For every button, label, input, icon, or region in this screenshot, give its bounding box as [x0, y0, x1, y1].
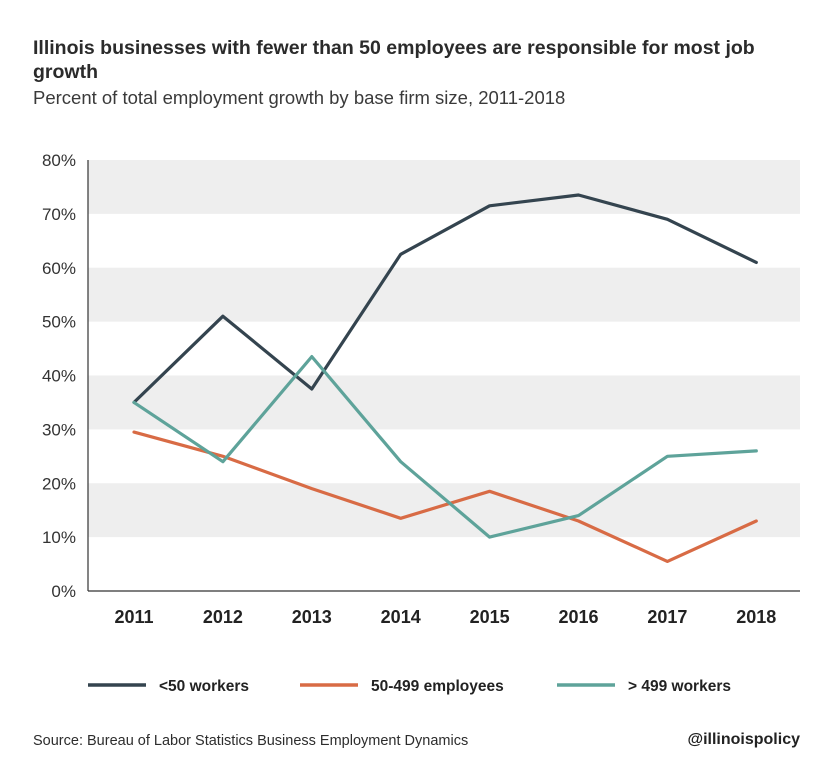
axes	[87, 160, 800, 592]
series-line-3	[132, 355, 758, 539]
source-note: Source: Bureau of Labor Statistics Busin…	[33, 733, 469, 749]
x-tick-label: 2014	[381, 607, 421, 627]
y-tick-label: 0%	[51, 582, 76, 601]
x-tick-label: 2015	[470, 607, 510, 627]
chart-title: Illinois businesses with fewer than 50 e…	[33, 37, 755, 83]
legend-label: > 499 workers	[628, 678, 731, 695]
x-tick-label: 2013	[292, 607, 332, 627]
y-tick-label: 60%	[42, 259, 76, 278]
legend-label: 50-499 employees	[371, 678, 504, 695]
grid-band	[88, 160, 800, 214]
grid-band	[88, 375, 800, 430]
x-tick-label: 2016	[558, 607, 598, 627]
x-tick-label: 2018	[736, 607, 776, 627]
y-tick-label: 70%	[42, 205, 76, 224]
x-tick-label: 2011	[114, 607, 153, 627]
series-line-2	[132, 430, 758, 564]
series-lines	[132, 193, 758, 564]
x-tick-label: 2012	[203, 607, 243, 627]
y-tick-label: 10%	[42, 528, 76, 547]
y-tick-labels: 0% 10% 20% 30% 40% 50% 60% 70% 80%	[42, 151, 76, 601]
x-tick-labels: 2011 2012 2013 2014 2015 2016 2017 2018	[114, 607, 776, 627]
y-tick-label: 40%	[42, 367, 76, 386]
y-tick-label: 30%	[42, 420, 76, 439]
grid-bands	[88, 160, 800, 538]
chart-subtitle: Percent of total employment growth by ba…	[33, 87, 566, 108]
y-tick-label: 20%	[42, 474, 76, 493]
y-tick-label: 80%	[42, 151, 76, 170]
legend: <50 workers 50-499 employees > 499 workers	[88, 678, 731, 695]
social-handle: @illinoispolicy	[687, 731, 800, 748]
x-tick-label: 2017	[647, 607, 687, 627]
grid-band	[88, 267, 800, 322]
y-tick-label: 50%	[42, 313, 76, 332]
legend-label: <50 workers	[159, 678, 249, 695]
series-line-1	[132, 193, 758, 404]
grid-band	[88, 483, 800, 538]
